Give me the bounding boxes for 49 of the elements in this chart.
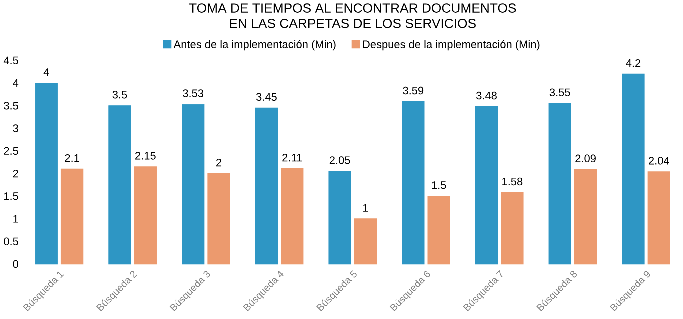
bar: [622, 74, 645, 265]
bar: [208, 174, 230, 265]
data-label: 2: [216, 159, 222, 167]
bar: [134, 166, 157, 265]
data-label: 2.04: [649, 157, 670, 165]
y-tick-label: 3.5: [4, 102, 18, 110]
data-label: 2.11: [282, 154, 302, 162]
y-tick-label: 1.5: [4, 192, 18, 200]
bar: [428, 196, 450, 265]
data-label: 3.55: [550, 88, 570, 97]
bar: [648, 172, 670, 265]
legend-label: Antes de la implementación (Min): [174, 40, 336, 51]
y-tick-label: 4: [13, 80, 19, 88]
y-tick-label: 2: [13, 170, 18, 178]
bar: [328, 171, 352, 265]
y-tick-label: 3: [13, 124, 18, 133]
bar: [108, 106, 132, 265]
legend-label: Despues de la implementación (Min): [363, 40, 540, 51]
bar: [548, 103, 572, 265]
data-label: 2.15: [136, 152, 156, 160]
data-label: 1.5: [432, 182, 446, 190]
data-label: 3.45: [256, 93, 277, 102]
bar: [35, 83, 58, 265]
bar: [255, 108, 278, 265]
y-tick-label: 0.5: [4, 238, 18, 246]
bar: [574, 170, 598, 265]
y-tick-label: 2.5: [4, 147, 18, 156]
bar: [182, 104, 205, 265]
data-label: 4: [44, 68, 50, 76]
bar: [402, 102, 425, 265]
bar: [354, 218, 378, 265]
bar: [60, 169, 84, 265]
data-label: 1.58: [502, 178, 523, 186]
bar: [475, 106, 498, 265]
bar: [281, 168, 304, 265]
chart-title: TOMA DE TIEMPOS AL ENCONTRAR DOCUMENTOS EN LAS CARPETAS DE LOS SERVICIOS: [189, 4, 516, 28]
data-label: 3.48: [476, 92, 497, 100]
data-label: 3.59: [403, 87, 424, 95]
data-label: 3.53: [183, 90, 204, 98]
data-label: 2.1: [65, 154, 80, 162]
data-label: 2.05: [330, 156, 350, 164]
y-tick-label: 1: [14, 215, 18, 223]
data-label: 2.09: [576, 154, 596, 163]
data-label: 3.5: [112, 91, 128, 99]
y-tick-label: 0: [13, 260, 18, 268]
bar: [501, 192, 524, 265]
data-label: 1: [364, 204, 368, 212]
data-label: 4.2: [626, 60, 641, 68]
y-tick-label: 4.5: [4, 56, 18, 65]
